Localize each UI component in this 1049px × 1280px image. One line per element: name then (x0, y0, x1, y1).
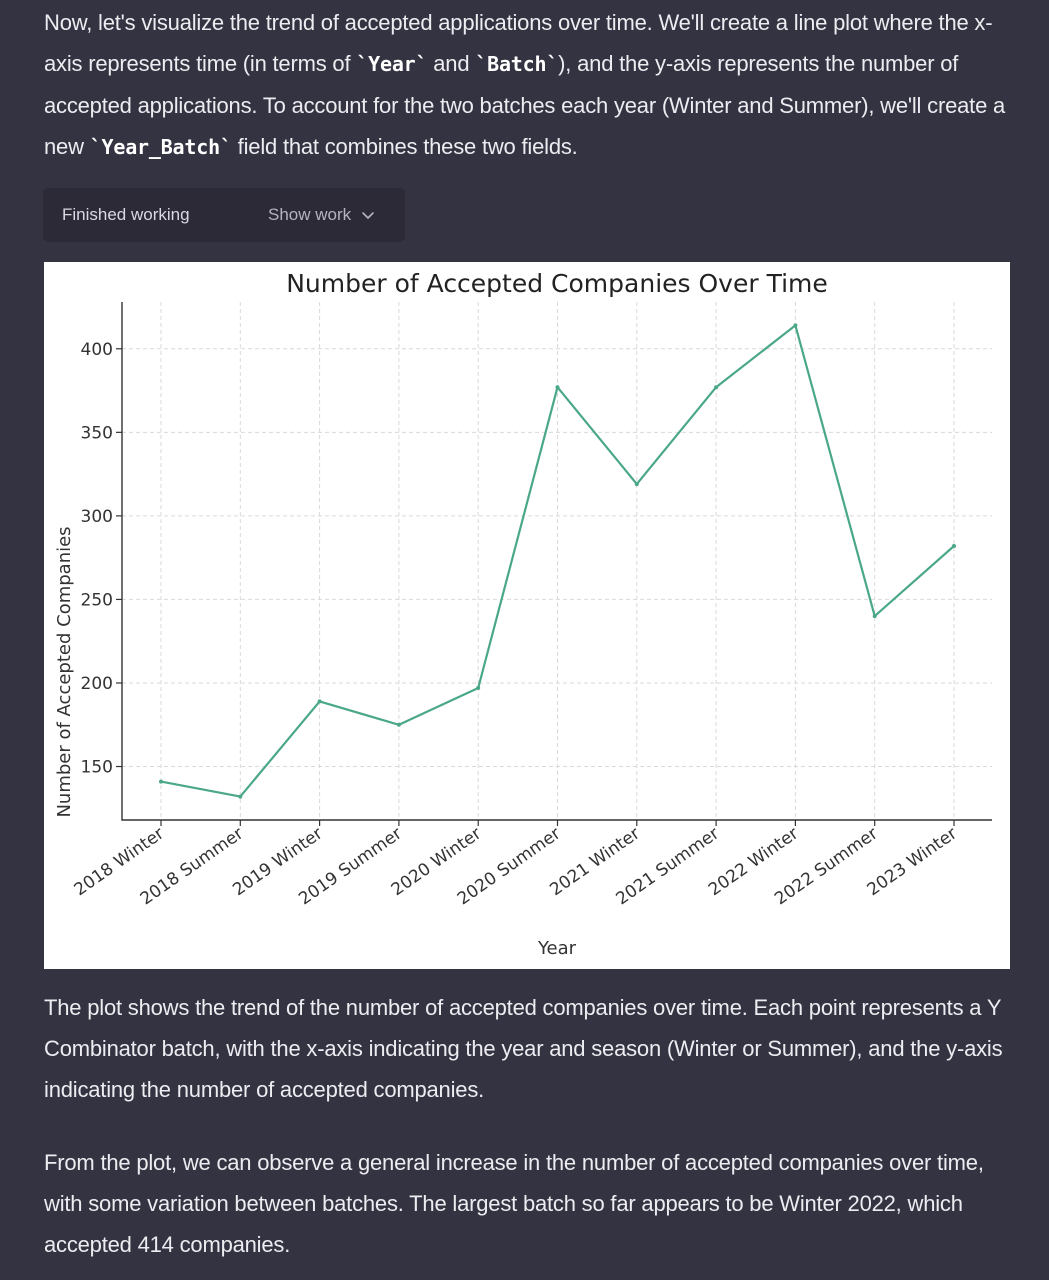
x-axis-label: Year (537, 938, 577, 959)
work-status-label: Finished working (62, 205, 190, 224)
data-point (476, 685, 481, 690)
show-work-label: Show work (268, 205, 352, 224)
y-axis-label: Number of Accepted Companies (54, 526, 75, 817)
chart-series (159, 323, 956, 799)
intro-text: ), and the y-axis represents the number … (44, 51, 1006, 159)
intro-text: Now, let's visualize the trend of accept… (44, 10, 993, 76)
code-interpreter-status-bar: Finished working Show work (43, 188, 405, 242)
summary-paragraph-1: The plot shows the trend of the number o… (44, 995, 1003, 1102)
summary-paragraph-2: From the plot, we can observe a general … (44, 1150, 984, 1257)
data-point (872, 614, 877, 619)
data-point (555, 385, 560, 390)
show-work-button[interactable]: Show work (266, 200, 377, 230)
chevron-down-icon (362, 212, 374, 219)
chart-image: Number of Accepted Companies Over Time N… (44, 262, 1010, 969)
y-tick-label: 150 (81, 758, 113, 778)
data-point (793, 323, 798, 328)
chart-title: Number of Accepted Companies Over Time (286, 269, 828, 298)
intro-paragraph: Now, let's visualize the trend of accept… (44, 2, 1019, 168)
chart-grid (122, 302, 992, 820)
intro-text: field that combines these two fields. (231, 134, 578, 159)
y-tick-label: 400 (81, 340, 113, 360)
inline-code-batch: `Batch` (475, 52, 559, 76)
y-tick-label: 250 (81, 590, 113, 610)
y-tick-label: 300 (81, 507, 113, 527)
inline-code-year: `Year` (356, 52, 428, 76)
intro-text: and (427, 51, 476, 76)
data-point (396, 722, 401, 727)
data-point (634, 482, 639, 487)
data-point (317, 699, 322, 704)
data-point (714, 385, 719, 390)
inline-code-year-batch: `Year_Batch` (89, 135, 232, 159)
x-tick-label: 2023 Winter (864, 824, 961, 900)
data-point (238, 794, 243, 799)
y-tick-label: 200 (81, 674, 113, 694)
line-chart: Number of Accepted Companies Over Time N… (54, 269, 992, 959)
chart-axes (121, 302, 992, 821)
y-tick-label: 350 (81, 423, 113, 443)
data-point (952, 543, 956, 548)
data-point (159, 779, 163, 784)
